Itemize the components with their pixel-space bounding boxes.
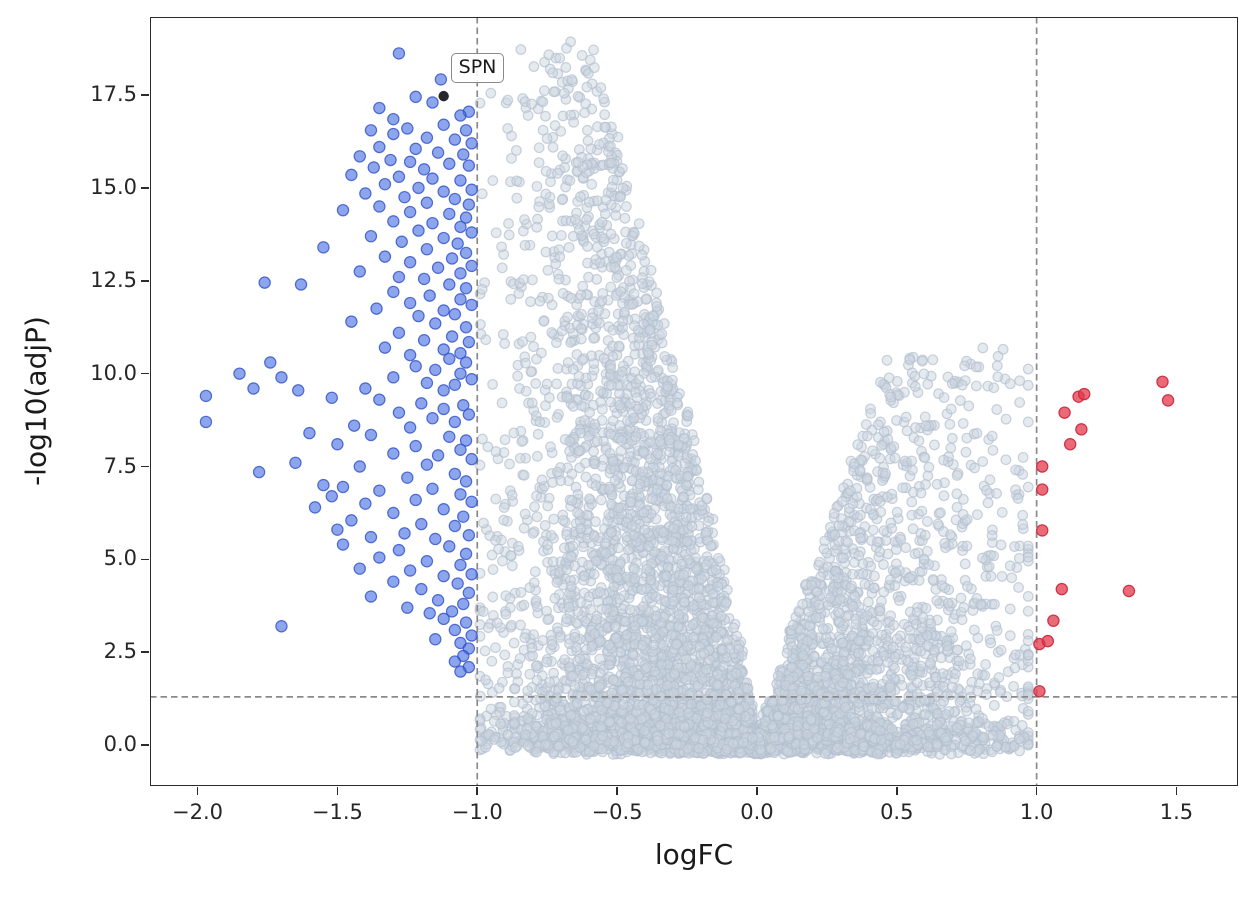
x-tick-mark <box>1035 787 1038 795</box>
x-tick-mark <box>616 787 618 795</box>
y-tick-mark <box>141 651 149 654</box>
y-tick-mark <box>141 465 149 468</box>
gene-annotation-label: SPN <box>450 53 505 84</box>
y-tick-mark <box>141 558 149 561</box>
y-tick-label: 0.0 <box>103 732 137 757</box>
x-tick-label: −0.5 <box>591 800 643 824</box>
y-tick-mark <box>141 187 149 189</box>
y-tick-label: 15.0 <box>90 174 137 199</box>
y-tick-mark <box>141 744 149 746</box>
y-tick-label: 17.5 <box>90 82 137 106</box>
x-axis-label: logFC <box>654 838 734 871</box>
y-tick-label: 12.5 <box>90 267 137 292</box>
x-tick-label: −1.0 <box>451 800 503 824</box>
y-tick-label: 2.5 <box>103 639 137 664</box>
x-tick-mark <box>1175 787 1178 795</box>
x-tick-label: 1.5 <box>1159 800 1194 824</box>
y-tick-mark <box>141 279 149 282</box>
x-tick-mark <box>895 787 898 795</box>
x-tick-label: 1.0 <box>1019 800 1054 824</box>
x-tick-mark <box>196 787 199 795</box>
y-tick-mark <box>141 372 149 375</box>
x-tick-mark <box>336 787 339 795</box>
y-tick-label: 7.5 <box>103 453 137 478</box>
y-axis-label: -log10(adjP) <box>19 316 53 486</box>
x-tick-label: −2.0 <box>172 800 224 824</box>
y-tick-label: 5.0 <box>103 546 137 571</box>
y-tick-mark <box>141 94 149 96</box>
x-tick-label: −1.5 <box>311 800 363 824</box>
y-tick-label: 10.0 <box>90 360 137 385</box>
x-tick-mark <box>756 787 758 795</box>
x-tick-label: 0.0 <box>740 800 774 824</box>
x-tick-mark <box>476 787 479 795</box>
x-tick-label: 0.5 <box>880 800 914 824</box>
